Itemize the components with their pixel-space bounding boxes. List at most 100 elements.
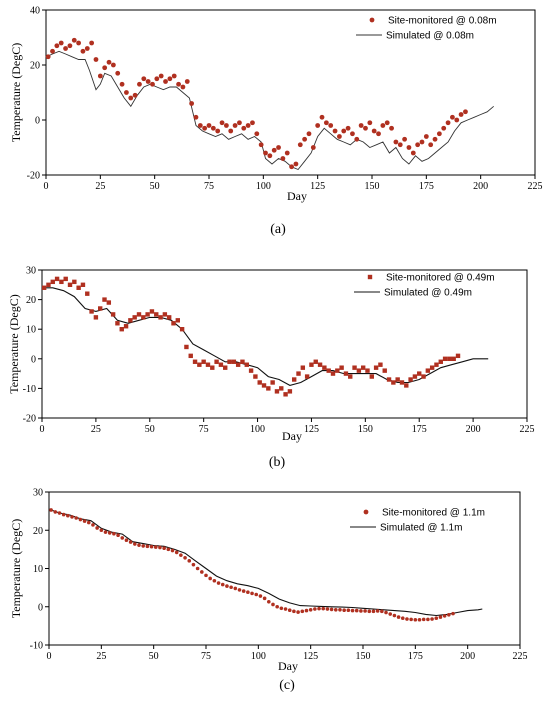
observed-point — [132, 92, 138, 98]
observed-point — [206, 123, 212, 128]
observed-point — [80, 282, 86, 287]
observed-point — [419, 139, 425, 145]
observed-point — [145, 79, 151, 84]
observed-point — [74, 516, 79, 520]
observed-point — [450, 114, 455, 120]
observed-point — [86, 520, 91, 525]
x-tick-label: 25 — [96, 651, 106, 662]
observed-point — [356, 368, 362, 373]
observed-point — [455, 353, 461, 359]
observed-point — [106, 300, 112, 305]
observed-point — [317, 362, 323, 367]
x-tick-label: 75 — [204, 181, 214, 192]
observed-point — [304, 374, 310, 379]
observed-point — [246, 590, 250, 595]
observed-point — [46, 282, 51, 287]
observed-point — [341, 128, 347, 134]
observed-point — [261, 383, 267, 388]
observed-point — [250, 591, 254, 596]
observed-point — [115, 70, 121, 76]
observed-point — [399, 380, 405, 385]
observed-point — [150, 81, 155, 87]
x-tick-label: 125 — [303, 651, 318, 662]
observed-point — [417, 617, 422, 622]
observed-point — [189, 101, 195, 106]
observed-point — [137, 81, 142, 87]
observed-point — [76, 285, 81, 290]
y-tick-label: 30 — [26, 266, 36, 277]
observed-point — [162, 312, 168, 317]
x-tick-label: 75 — [201, 651, 211, 662]
observed-point — [283, 392, 288, 397]
x-tick-label: 125 — [310, 181, 325, 192]
observed-point — [176, 81, 181, 87]
observed-point — [415, 142, 421, 148]
observed-point — [270, 380, 275, 385]
observed-point — [274, 389, 280, 394]
observed-point — [78, 517, 83, 522]
observed-point — [95, 526, 99, 530]
observed-point — [179, 327, 185, 332]
observed-point — [233, 586, 238, 591]
observed-point — [175, 318, 180, 323]
observed-point — [137, 543, 141, 547]
observed-point — [354, 608, 359, 613]
observed-point — [343, 371, 349, 376]
observed-point — [200, 570, 204, 574]
legend: Site-monitored @ 0.08m Simulated @ 0.08m — [356, 16, 497, 42]
legend-label-simulated: Simulated @ 0.08m — [386, 31, 474, 42]
observed-point — [45, 54, 51, 60]
observed-point — [382, 368, 387, 373]
observed-point — [391, 380, 396, 385]
x-tick-label: 100 — [251, 651, 266, 662]
chart-panel-1: 0 25 50 75 100 125 150 175 200 225 -20 0 20 40 Day Temp… — [9, 6, 543, 238]
observed-point — [204, 573, 208, 578]
x-tick-label: 75 — [199, 424, 209, 435]
observed-point — [93, 315, 99, 320]
observed-point — [248, 368, 254, 373]
observed-point — [310, 145, 316, 150]
observed-point — [438, 615, 443, 619]
observed-point — [354, 136, 360, 142]
panel-label: (b) — [269, 455, 286, 470]
observed-point — [184, 79, 190, 84]
observed-point — [145, 544, 150, 549]
panel-label: (c) — [279, 678, 295, 693]
observed-point — [227, 359, 232, 364]
observed-point — [72, 279, 77, 285]
observed-point — [267, 599, 271, 604]
observed-point — [275, 604, 279, 609]
observed-point — [300, 609, 305, 614]
observed-point — [218, 362, 224, 367]
observed-point — [67, 282, 73, 287]
observed-point — [98, 306, 103, 311]
observed-point — [287, 389, 293, 394]
observed-point — [67, 43, 73, 49]
observed-point — [329, 607, 334, 612]
observed-point — [63, 46, 68, 51]
x-tick-label: 25 — [91, 424, 101, 435]
y-tick-label: -20 — [27, 171, 40, 182]
observed-point — [337, 134, 342, 139]
observed-point — [66, 513, 70, 518]
observed-point — [365, 368, 370, 373]
y-axis-label: Temperature (DegC) — [7, 294, 21, 393]
observed-point — [133, 542, 137, 546]
observed-point — [284, 150, 290, 156]
observed-point — [405, 617, 409, 621]
observed-point — [279, 606, 284, 611]
observed-point — [367, 120, 373, 126]
observed-point — [235, 362, 241, 367]
observed-point — [188, 353, 193, 359]
observed-point — [304, 608, 309, 613]
x-tick-label: 150 — [358, 424, 373, 435]
observed-point — [254, 592, 259, 597]
observed-point — [410, 150, 416, 156]
observed-point — [258, 594, 263, 598]
observed-point — [373, 365, 379, 370]
observed-point — [350, 131, 355, 137]
observed-point — [371, 128, 377, 134]
observed-series — [49, 508, 455, 622]
observed-series — [41, 276, 461, 397]
x-tick-label: 50 — [149, 651, 159, 662]
